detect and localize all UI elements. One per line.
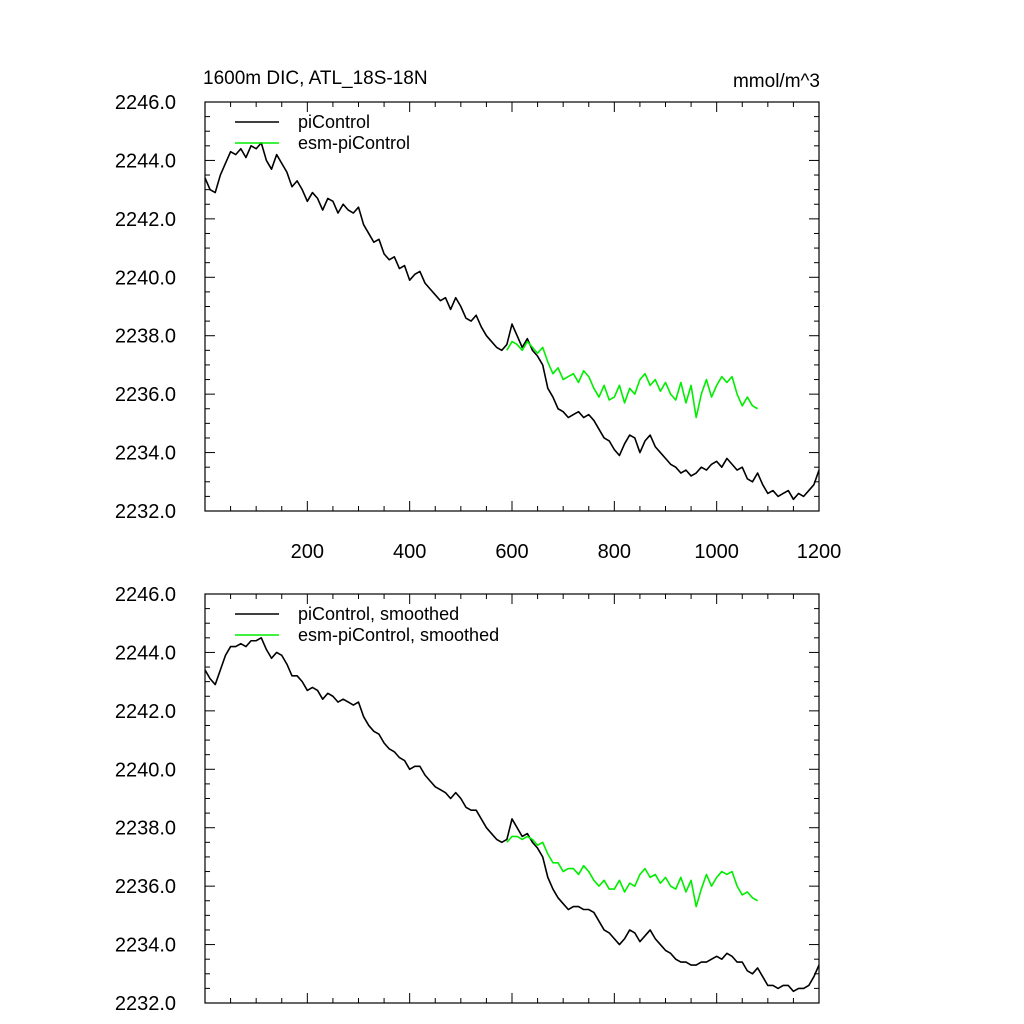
y-tick-label: 2232.0: [115, 993, 176, 1015]
x-tick-label: 400: [393, 541, 426, 563]
y-tick-label: 2232.0: [115, 501, 176, 523]
chart-panel-2: 2232.0 2234.0 2236.0 2238.0 2240.0 2242.0 2244…: [115, 584, 820, 1015]
plot-frame: [204, 593, 820, 1004]
y-tick-label: 2242.0: [115, 209, 176, 231]
series-line-2: [506, 835, 758, 908]
y-tick-label: 2236.0: [115, 384, 176, 406]
x-tick-label: 1200: [797, 541, 842, 563]
y-tick-label: 2234.0: [115, 935, 176, 957]
y-tick-label: 2242.0: [115, 701, 176, 723]
series-line-1: [204, 637, 820, 993]
series-line-1: [204, 142, 820, 501]
x-tick-label: 800: [598, 541, 631, 563]
y-tick-label: 2238.0: [115, 326, 176, 348]
y-tick-label: 2234.0: [115, 443, 176, 465]
y-tick-label: 2244.0: [115, 642, 176, 664]
y-tick-label: 2240.0: [115, 267, 176, 289]
chart-panel-1: 2232.0 2234.0 2236.0 2238.0 2240.0 2242.0 2244…: [115, 68, 841, 563]
y-tick-label: 2240.0: [115, 759, 176, 781]
x-tick-label: 600: [495, 541, 528, 563]
legend-label-2: esm-piControl, smoothed: [298, 625, 499, 645]
units-label: mmol/m^3: [733, 71, 820, 92]
y-tick-label: 2238.0: [115, 818, 176, 840]
x-tick-label: 1000: [694, 541, 739, 563]
y-tick-label: 2246.0: [115, 584, 176, 606]
y-tick-label: 2244.0: [115, 150, 176, 172]
legend-label-1: piControl, smoothed: [298, 604, 459, 624]
series-line-2: [506, 340, 758, 419]
y-tick-label: 2236.0: [115, 876, 176, 898]
x-tick-label: 200: [291, 541, 324, 563]
y-tick-label: 2246.0: [115, 92, 176, 114]
legend-label-2: esm-piControl: [298, 133, 410, 153]
chart-title: 1600m DIC, ATL_18S-18N: [203, 68, 428, 89]
legend-label-1: piControl: [298, 112, 370, 132]
plot-frame: [204, 101, 820, 512]
